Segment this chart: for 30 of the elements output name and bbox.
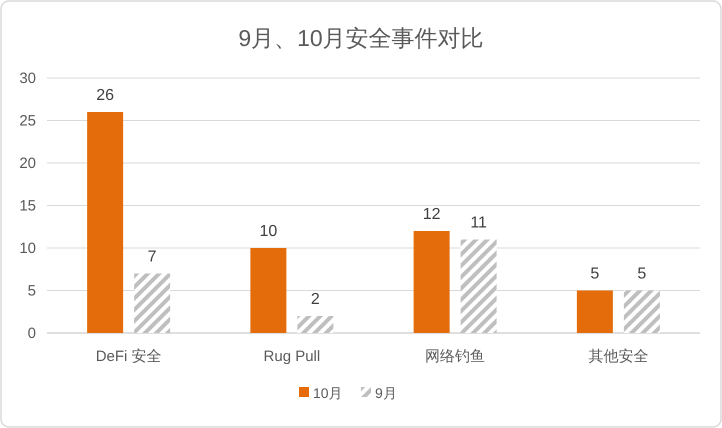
data-label: 7 — [148, 248, 157, 266]
bar — [624, 290, 660, 333]
bar — [576, 290, 613, 333]
data-label: 10 — [259, 223, 278, 240]
y-tick-label: 20 — [19, 155, 36, 172]
legend-label: 9月 — [375, 385, 397, 401]
y-tick-label: 25 — [19, 112, 36, 130]
data-label: 12 — [422, 206, 441, 223]
bar — [250, 248, 286, 333]
chart-title: 9月、10月安全事件对比 — [238, 25, 484, 51]
x-tick-label: 网络钓鱼 — [425, 348, 486, 365]
data-label: 26 — [96, 87, 114, 104]
y-tick-label: 10 — [19, 240, 36, 257]
data-label: 11 — [470, 214, 488, 232]
bar — [134, 274, 170, 333]
data-label: 5 — [637, 266, 646, 282]
bar — [414, 231, 450, 333]
x-tick-label: 其他安全 — [588, 348, 648, 365]
y-tick-label: 15 — [19, 198, 36, 214]
bar — [460, 240, 497, 333]
y-tick-label: 0 — [28, 325, 36, 342]
y-tick-label: 30 — [19, 70, 36, 87]
bar — [87, 112, 124, 333]
y-tick-label: 5 — [28, 282, 36, 300]
bar — [297, 316, 334, 333]
x-tick-label: DeFi 安全 — [96, 348, 162, 365]
legend-label: 10月 — [313, 385, 343, 401]
x-tick-label: Rug Pull — [264, 348, 320, 365]
data-label: 5 — [590, 266, 600, 282]
data-label: 2 — [310, 291, 320, 308]
